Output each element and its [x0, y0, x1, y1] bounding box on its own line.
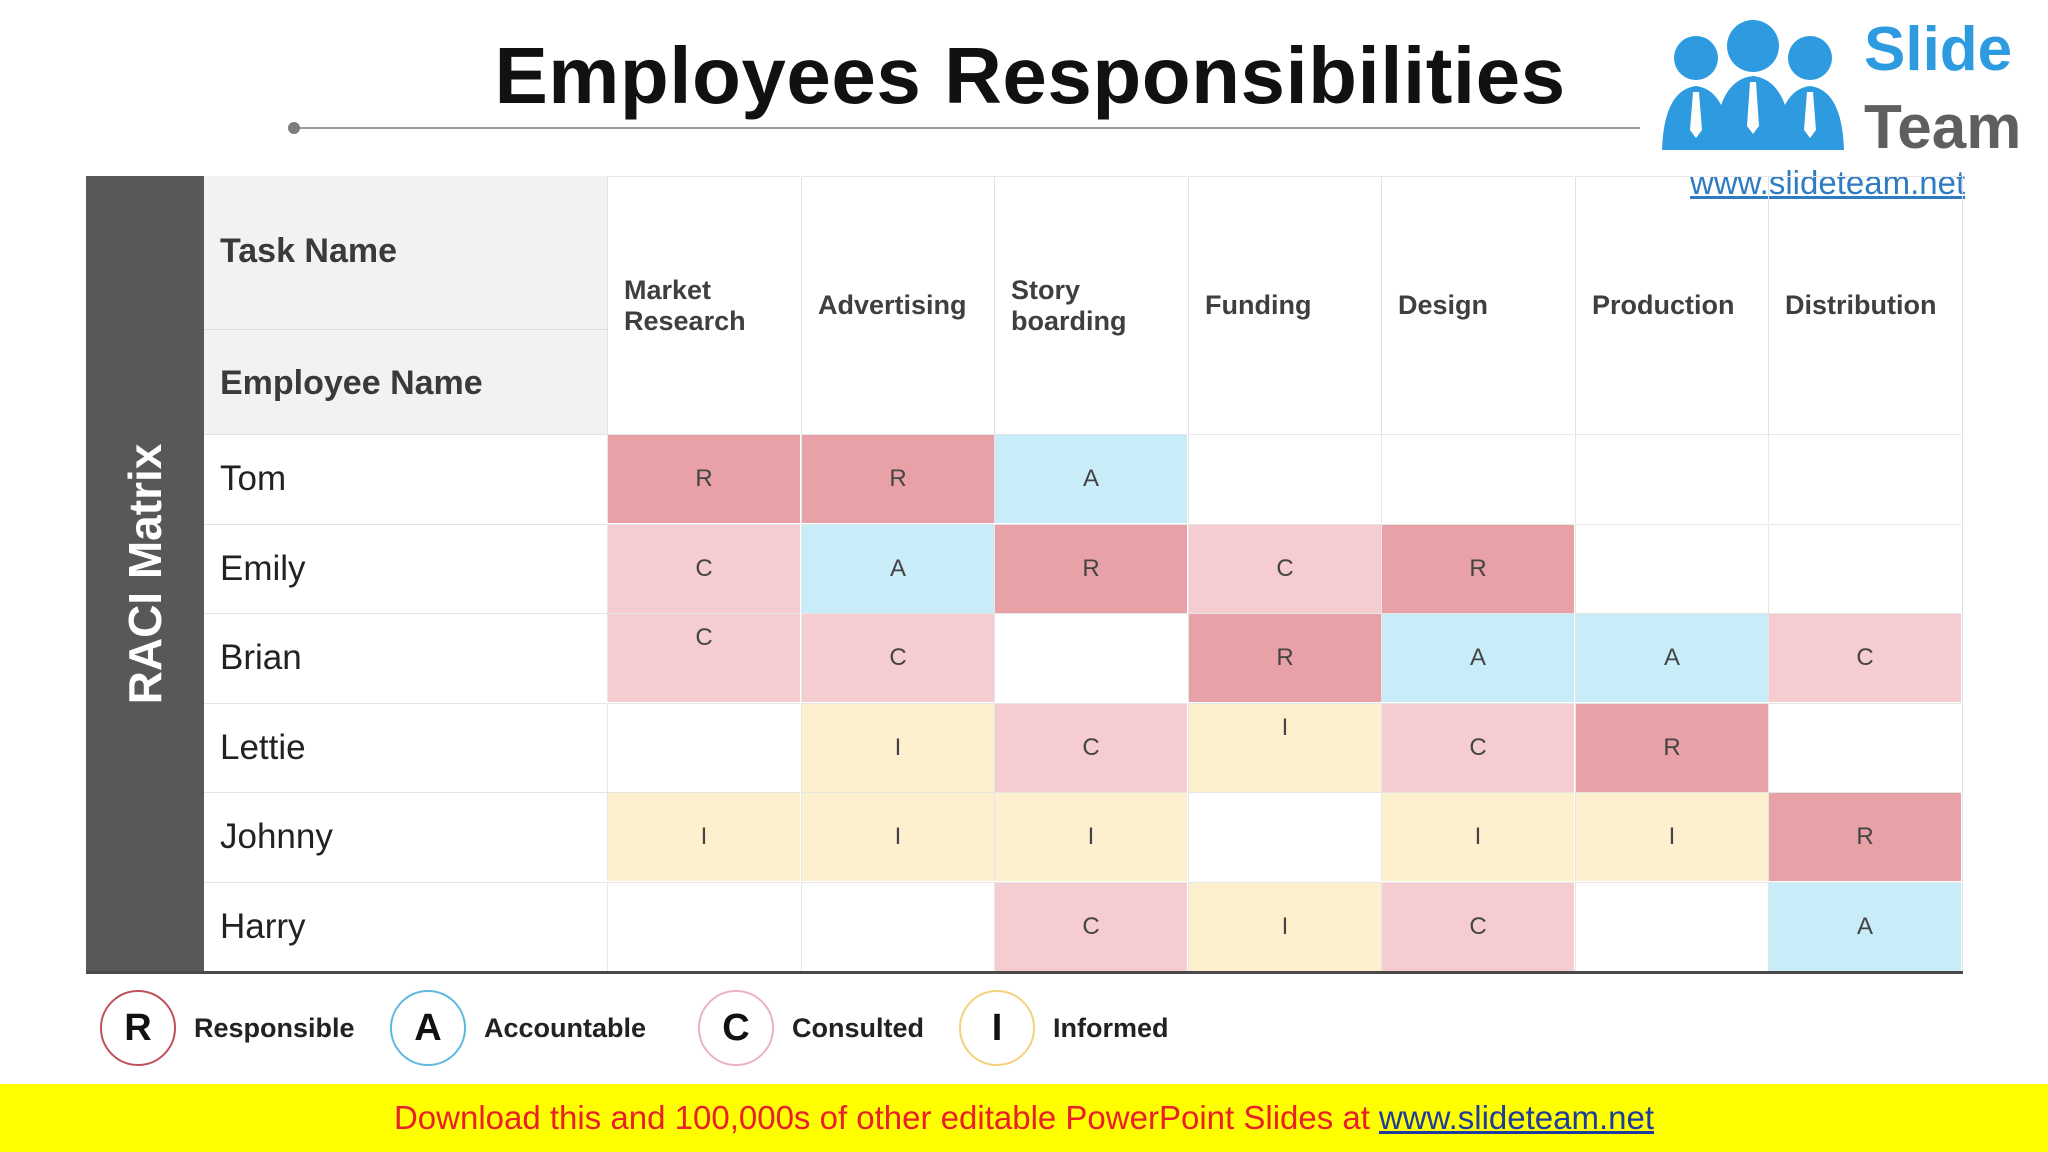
raci-cell — [1381, 434, 1574, 523]
legend-item: C Consulted — [698, 988, 924, 1068]
raci-cell: C — [801, 613, 994, 702]
raci-cell — [994, 613, 1187, 702]
legend-label: Consulted — [792, 1012, 924, 1043]
raci-cell: I — [1188, 882, 1381, 971]
logo-url-link[interactable]: www.slideteam.net — [1690, 164, 1966, 201]
download-banner-text: Download this and 100,000s of other edit… — [393, 1099, 1370, 1136]
table-bottom-rule — [86, 971, 1963, 974]
raci-cell: A — [1381, 613, 1574, 702]
raci-cell: R — [1188, 613, 1381, 702]
legend-badge: I — [959, 990, 1035, 1066]
employee-name: Tom — [204, 434, 607, 523]
raci-cell: C — [994, 703, 1187, 792]
task-column-header: Market Research — [607, 176, 800, 434]
raci-cell — [1768, 524, 1961, 613]
legend-item: I Informed — [959, 988, 1169, 1068]
raci-cell — [1188, 792, 1381, 881]
legend-item: R Responsible — [100, 988, 355, 1068]
raci-cell — [1575, 524, 1768, 613]
employee-name: Lettie — [204, 703, 607, 792]
task-column-header: Story boarding — [994, 176, 1187, 434]
task-column-header: Advertising — [801, 176, 994, 434]
slideteam-logo[interactable]: Slide Team www.slideteam.net — [1640, 0, 2048, 201]
people-icon — [1662, 20, 1844, 150]
raci-cell: I — [801, 703, 994, 792]
raci-cell: I — [1188, 703, 1381, 792]
raci-cell — [801, 882, 994, 971]
employee-name: Brian — [204, 613, 607, 702]
task-column-header: Production — [1575, 176, 1768, 434]
legend-badge: R — [100, 990, 176, 1066]
raci-cell: R — [1768, 792, 1961, 881]
title-divider — [294, 127, 1654, 129]
raci-cell: I — [801, 792, 994, 881]
raci-cell: C — [1188, 524, 1381, 613]
raci-cell: C — [1768, 613, 1961, 702]
slide-title: Employees Responsibilities — [494, 31, 1566, 120]
logo-wordmark-team: Team — [1864, 93, 2022, 162]
raci-cell: R — [801, 434, 994, 523]
legend-label: Informed — [1053, 1012, 1169, 1043]
employee-name-label: Employee Name — [220, 364, 483, 402]
logo-wordmark-slide: Slide — [1864, 15, 2013, 84]
raci-cell — [1575, 434, 1768, 523]
task-column-header: Funding — [1188, 176, 1381, 434]
raci-cell: I — [1575, 792, 1768, 881]
raci-cell: C — [1381, 703, 1574, 792]
raci-cell — [607, 882, 800, 971]
legend-label: Accountable — [484, 1012, 647, 1043]
title-divider-dot — [288, 122, 300, 134]
side-label: RACI Matrix — [119, 443, 171, 705]
employee-name: Emily — [204, 524, 607, 613]
task-column-header: Distribution — [1768, 176, 1961, 434]
grid-right-border — [1962, 176, 1963, 972]
legend-item: A Accountable — [390, 988, 646, 1068]
task-column-header: Design — [1381, 176, 1574, 434]
download-banner-link[interactable]: www.slideteam.net — [1378, 1099, 1655, 1136]
raci-cell — [607, 703, 800, 792]
employee-name-header: Employee Name — [204, 330, 607, 434]
raci-cell — [1575, 882, 1768, 971]
raci-cell: I — [1381, 792, 1574, 881]
raci-cell — [1188, 434, 1381, 523]
raci-cell: R — [1381, 524, 1574, 613]
legend-badge: A — [390, 990, 466, 1066]
raci-cell: A — [801, 524, 994, 613]
raci-cell: A — [1768, 882, 1961, 971]
raci-cell: C — [994, 882, 1187, 971]
raci-cell: C — [607, 524, 800, 613]
raci-cell: R — [994, 524, 1187, 613]
task-name-label: Task Name — [220, 232, 398, 270]
legend-label: Responsible — [194, 1012, 355, 1043]
raci-cell: R — [1575, 703, 1768, 792]
raci-cell: I — [994, 792, 1187, 881]
raci-cell: A — [994, 434, 1187, 523]
raci-cell — [1768, 434, 1961, 523]
raci-cell: R — [607, 434, 800, 523]
task-name-header: Task Name — [204, 176, 607, 330]
download-banner[interactable]: Download this and 100,000s of other edit… — [0, 1084, 2048, 1152]
raci-cell: C — [1381, 882, 1574, 971]
raci-cell: A — [1575, 613, 1768, 702]
raci-cell: I — [607, 792, 800, 881]
employee-name: Johnny — [204, 792, 607, 881]
employee-name: Harry — [204, 882, 607, 971]
raci-cell: C — [607, 613, 800, 702]
raci-side-band: RACI Matrix — [86, 176, 204, 972]
legend-badge: C — [698, 990, 774, 1066]
raci-cell — [1768, 703, 1961, 792]
